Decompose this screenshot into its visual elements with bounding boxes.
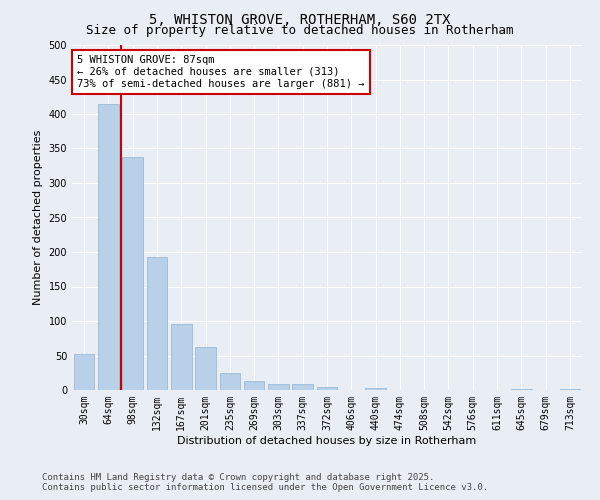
Bar	[171, 324, 191, 390]
Bar	[220, 374, 240, 390]
Text: 5 WHISTON GROVE: 87sqm
← 26% of detached houses are smaller (313)
73% of semi-de: 5 WHISTON GROVE: 87sqm ← 26% of detached…	[77, 56, 365, 88]
Bar	[511, 388, 532, 390]
Bar	[292, 384, 313, 390]
Bar	[122, 158, 143, 390]
Bar	[244, 381, 265, 390]
X-axis label: Distribution of detached houses by size in Rotherham: Distribution of detached houses by size …	[178, 436, 476, 446]
Text: Contains HM Land Registry data © Crown copyright and database right 2025.
Contai: Contains HM Land Registry data © Crown c…	[42, 473, 488, 492]
Y-axis label: Number of detached properties: Number of detached properties	[33, 130, 43, 305]
Bar	[365, 388, 386, 390]
Bar	[146, 257, 167, 390]
Text: 5, WHISTON GROVE, ROTHERHAM, S60 2TX: 5, WHISTON GROVE, ROTHERHAM, S60 2TX	[149, 12, 451, 26]
Bar	[74, 354, 94, 390]
Bar	[268, 384, 289, 390]
Bar	[98, 104, 119, 390]
Bar	[195, 347, 216, 390]
Bar	[317, 387, 337, 390]
Text: Size of property relative to detached houses in Rotherham: Size of property relative to detached ho…	[86, 24, 514, 37]
